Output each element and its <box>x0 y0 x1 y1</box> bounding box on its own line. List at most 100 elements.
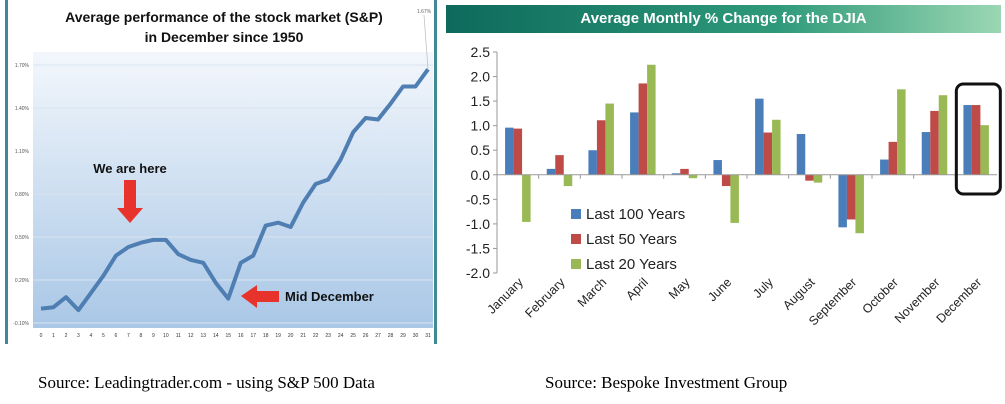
x-tick-label: 6 <box>115 333 118 339</box>
x-tick-label: 15 <box>225 333 231 339</box>
bar-march-1 <box>596 120 606 175</box>
december-highlight-box <box>954 82 1002 196</box>
x-tick-label: 17 <box>250 333 256 339</box>
legend-label: Last 100 Years <box>586 206 685 223</box>
bar-april-2 <box>647 64 656 175</box>
bar-september-1 <box>846 174 856 220</box>
y-tick-label: 2.5 <box>471 44 491 60</box>
bar-december-1 <box>971 105 981 175</box>
bar-august-2 <box>813 174 823 183</box>
x-tick-label: 20 <box>288 333 294 339</box>
x-tick-label: May <box>666 275 693 302</box>
left-chart-subtitle: in December since 1950 <box>144 29 304 45</box>
x-tick-label: 1 <box>52 333 55 339</box>
bar-january-2 <box>522 174 531 222</box>
right-chart-title: Average Monthly % Change for the DJIA <box>446 5 1001 33</box>
x-tick-label: 31 <box>425 333 431 339</box>
y-tick-label: -2.0 <box>466 265 490 281</box>
x-tick-label: 13 <box>201 333 207 339</box>
bar-july-0 <box>755 98 764 175</box>
bar-june-1 <box>721 174 731 187</box>
bar-august-0 <box>796 134 806 175</box>
x-tick-label: 12 <box>188 333 194 339</box>
bar-september-0 <box>838 174 847 228</box>
x-tick-label: 3 <box>77 333 80 339</box>
y-tick-label: 0.50% <box>15 235 30 241</box>
bar-december-2 <box>980 125 989 175</box>
bar-february-2 <box>563 174 573 187</box>
right-source: Source: Bespoke Investment Group <box>545 373 788 392</box>
x-tick-label: 21 <box>300 333 306 339</box>
sp500-line <box>40 68 430 313</box>
y-tick-label: 0.0 <box>471 167 491 183</box>
down-arrow-icon <box>117 180 143 223</box>
x-tick-label: April <box>623 275 651 303</box>
left-chart-title: Average performance of the stock market … <box>65 9 383 25</box>
x-tick-label: 19 <box>275 333 281 339</box>
bar-february-1 <box>555 155 564 175</box>
djia-monthly-panel: Average Monthly % Change for the DJIA 2.… <box>446 0 1005 345</box>
x-tick-label: 5 <box>102 333 105 339</box>
bar-june-0 <box>713 160 722 175</box>
x-tick-label: 18 <box>263 333 269 339</box>
x-tick-label: June <box>705 275 734 304</box>
bar-july-2 <box>772 119 781 175</box>
y-tick-label: 0.5 <box>471 142 491 158</box>
bar-october-2 <box>897 89 906 175</box>
x-tick-label: 2 <box>65 333 68 339</box>
bar-april-1 <box>638 83 648 175</box>
x-tick-label: January <box>485 275 527 317</box>
legend-swatch <box>571 209 581 219</box>
bar-june-2 <box>730 174 739 223</box>
bar-july-1 <box>763 132 773 175</box>
legend-label: Last 20 Years <box>586 256 677 273</box>
y-tick-label: -0.10% <box>13 321 29 327</box>
sp500-line-chart: -0.10%0.20%0.50%0.80%1.10%1.40%1.70%0 1 2 3… <box>13 9 433 339</box>
y-tick-label: 1.0 <box>471 118 491 134</box>
end-label: 1.67% <box>417 9 432 15</box>
bar-january-0 <box>505 127 514 175</box>
y-tick-label: 1.40% <box>15 106 30 112</box>
x-tick-label: 26 <box>363 333 369 339</box>
y-tick-label: 0.80% <box>15 192 30 198</box>
y-tick-label: -1.5 <box>466 240 490 256</box>
bar-may-1 <box>680 168 689 175</box>
x-tick-label: 7 <box>127 333 130 339</box>
x-tick-label: 14 <box>213 333 219 339</box>
bar-november-2 <box>938 95 948 175</box>
bar-march-2 <box>605 103 614 175</box>
y-tick-label: 2.0 <box>471 69 491 85</box>
x-tick-label: 23 <box>325 333 331 339</box>
x-tick-label: 27 <box>375 333 381 339</box>
x-tick-label: February <box>522 275 568 321</box>
bar-november-0 <box>921 132 931 175</box>
left-source: Source: Leadingtrader.com - using S&P 50… <box>38 373 375 392</box>
x-tick-label: 29 <box>400 333 406 339</box>
legend-swatch <box>571 234 581 244</box>
bar-january-1 <box>513 128 523 175</box>
bar-october-1 <box>888 141 898 175</box>
y-tick-label: 1.5 <box>471 93 491 109</box>
x-tick-label: 11 <box>176 333 181 339</box>
bar-august-1 <box>805 174 814 181</box>
y-tick-label: -1.0 <box>466 216 490 232</box>
annotation-mid-december: Mid December <box>285 289 374 304</box>
x-tick-label: 9 <box>152 333 155 339</box>
x-tick-label: August <box>780 275 818 313</box>
y-tick-label: 1.10% <box>15 149 30 155</box>
sp500-december-panel: Average performance of the stock market … <box>5 0 437 344</box>
legend-swatch <box>571 259 581 269</box>
left-arrow-icon <box>241 285 279 308</box>
bar-november-1 <box>930 110 939 175</box>
x-tick-label: December <box>934 275 985 326</box>
y-tick-label: -0.5 <box>466 191 490 207</box>
x-tick-label: 4 <box>90 333 93 339</box>
annotation-we-are-here: We are here <box>93 161 166 176</box>
y-tick-label: 0.20% <box>15 278 30 284</box>
x-tick-label: March <box>575 275 609 309</box>
legend-label: Last 50 Years <box>586 231 677 248</box>
x-tick-label: October <box>860 275 901 316</box>
djia-bar-chart: 2.5 2.0 1.5 1.0 0.5 0.0 -0.5 -1.0 -1.5 -2.0Januar… <box>466 44 1002 328</box>
x-tick-label: 10 <box>163 333 169 339</box>
x-tick-label: 16 <box>238 333 244 339</box>
